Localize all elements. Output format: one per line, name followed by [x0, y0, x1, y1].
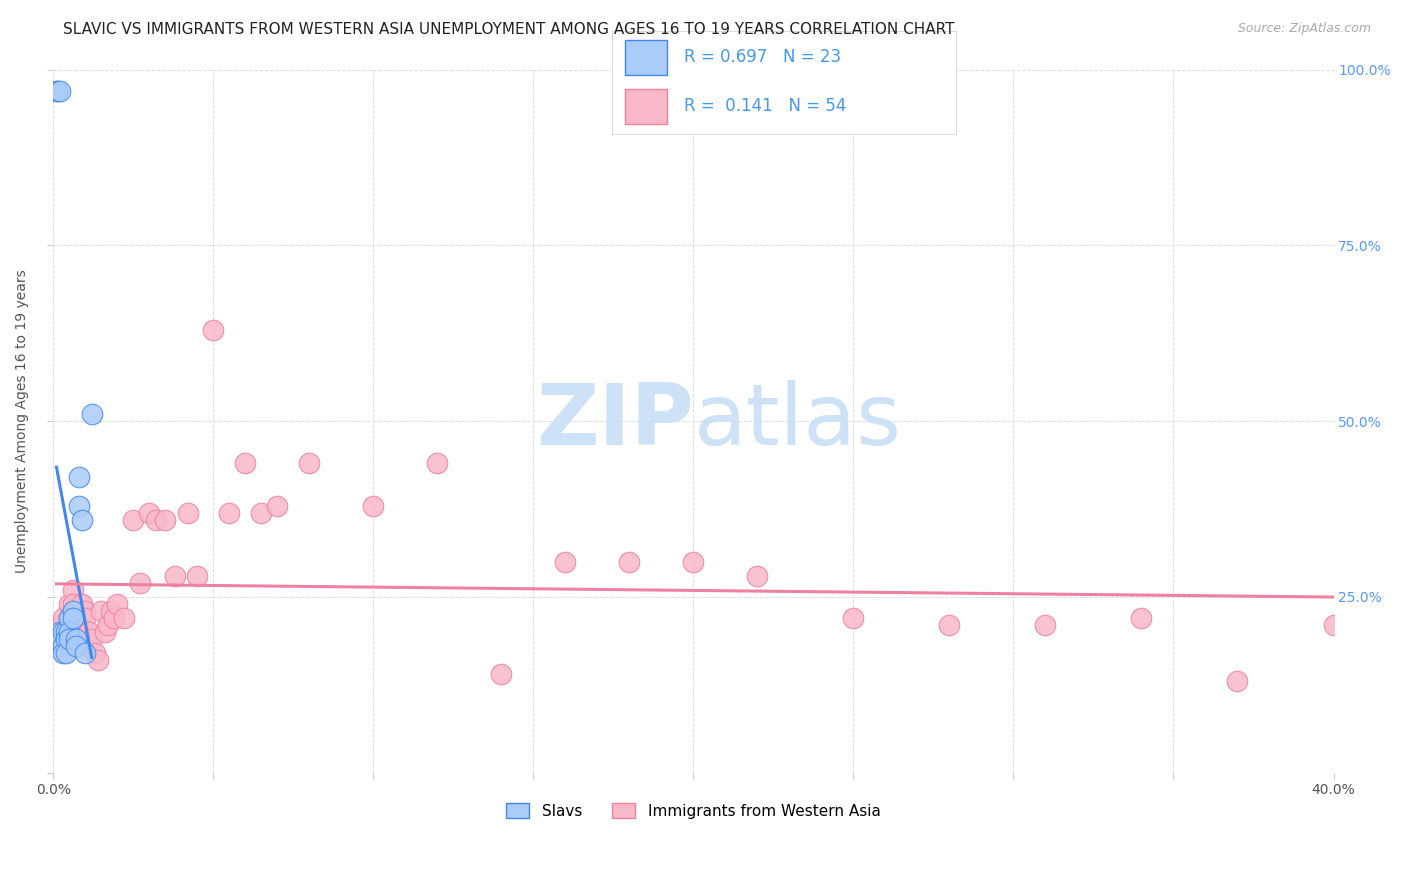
- FancyBboxPatch shape: [626, 40, 666, 75]
- FancyBboxPatch shape: [626, 88, 666, 124]
- Point: [186, 569, 208, 583]
- Point: [52, 646, 75, 660]
- Point: [52, 625, 75, 640]
- Point: [45, 625, 67, 640]
- Point: [67, 470, 90, 484]
- Point: [177, 506, 200, 520]
- Point: [48, 618, 70, 632]
- Point: [163, 569, 186, 583]
- Point: [1322, 618, 1344, 632]
- Point: [45, 84, 67, 98]
- Text: R =  0.141   N = 54: R = 0.141 N = 54: [683, 97, 846, 115]
- Text: ZIP: ZIP: [536, 380, 693, 463]
- Point: [48, 632, 70, 647]
- Point: [491, 667, 513, 681]
- Text: Source: ZipAtlas.com: Source: ZipAtlas.com: [1237, 22, 1371, 36]
- Point: [155, 513, 177, 527]
- Point: [65, 632, 87, 647]
- Point: [62, 611, 84, 625]
- Point: [747, 569, 769, 583]
- Point: [87, 653, 110, 667]
- Legend: Slavs, Immigrants from Western Asia: Slavs, Immigrants from Western Asia: [501, 797, 887, 825]
- Point: [145, 513, 167, 527]
- Point: [84, 646, 107, 660]
- Point: [80, 407, 103, 421]
- Point: [842, 611, 865, 625]
- Point: [1130, 611, 1153, 625]
- Point: [122, 513, 145, 527]
- Point: [65, 639, 87, 653]
- Point: [58, 597, 80, 611]
- Point: [93, 625, 115, 640]
- Point: [58, 632, 80, 647]
- Point: [266, 499, 288, 513]
- Point: [218, 506, 240, 520]
- Point: [138, 506, 160, 520]
- Y-axis label: Unemployment Among Ages 16 to 19 years: Unemployment Among Ages 16 to 19 years: [15, 269, 30, 573]
- Point: [55, 646, 77, 660]
- Point: [55, 632, 77, 647]
- Point: [62, 582, 84, 597]
- Point: [105, 597, 128, 611]
- Point: [70, 597, 93, 611]
- Point: [70, 513, 93, 527]
- Point: [65, 625, 87, 640]
- Point: [554, 555, 576, 569]
- Point: [48, 84, 70, 98]
- Point: [426, 456, 449, 470]
- Point: [75, 646, 97, 660]
- Point: [250, 506, 273, 520]
- Point: [1035, 618, 1057, 632]
- Point: [52, 625, 75, 640]
- Point: [75, 611, 97, 625]
- Point: [128, 575, 150, 590]
- Point: [75, 604, 97, 618]
- Point: [52, 639, 75, 653]
- Text: SLAVIC VS IMMIGRANTS FROM WESTERN ASIA UNEMPLOYMENT AMONG AGES 16 TO 19 YEARS CO: SLAVIC VS IMMIGRANTS FROM WESTERN ASIA U…: [63, 22, 955, 37]
- Point: [58, 625, 80, 640]
- Point: [1226, 674, 1249, 689]
- Point: [112, 611, 135, 625]
- Point: [67, 639, 90, 653]
- Point: [77, 625, 100, 640]
- Point: [233, 456, 256, 470]
- Point: [202, 323, 225, 337]
- Point: [103, 611, 125, 625]
- Point: [52, 611, 75, 625]
- Point: [80, 632, 103, 647]
- Point: [100, 604, 122, 618]
- Point: [67, 499, 90, 513]
- Point: [90, 604, 112, 618]
- Point: [619, 555, 641, 569]
- Point: [55, 639, 77, 653]
- Point: [48, 632, 70, 647]
- Point: [682, 555, 704, 569]
- Point: [45, 84, 67, 98]
- Point: [298, 456, 321, 470]
- Text: R = 0.697   N = 23: R = 0.697 N = 23: [683, 48, 841, 66]
- Point: [58, 611, 80, 625]
- Point: [67, 625, 90, 640]
- Point: [62, 597, 84, 611]
- Point: [62, 604, 84, 618]
- Point: [97, 618, 120, 632]
- Text: atlas: atlas: [693, 380, 901, 463]
- Point: [58, 611, 80, 625]
- Point: [55, 625, 77, 640]
- Point: [938, 618, 960, 632]
- Point: [363, 499, 385, 513]
- Point: [48, 625, 70, 640]
